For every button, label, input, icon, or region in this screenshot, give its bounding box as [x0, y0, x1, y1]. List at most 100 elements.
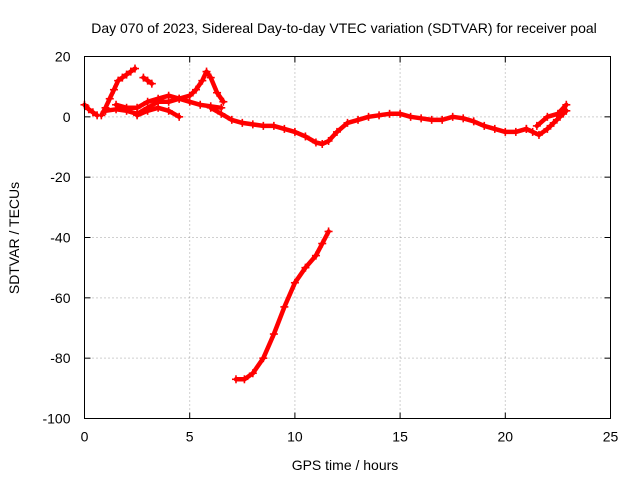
data-point: [324, 227, 333, 236]
data-point: [126, 67, 135, 76]
data-point: [147, 79, 156, 88]
data-point: [290, 127, 299, 136]
data-point: [438, 115, 447, 124]
data-point: [143, 97, 152, 106]
x-tick-label: 5: [186, 429, 194, 445]
data-point: [196, 100, 205, 109]
y-tick-label: 20: [55, 49, 71, 65]
data-point: [206, 102, 215, 111]
y-axis-label: SDTVAR / TECUs: [6, 182, 22, 294]
data-point: [549, 118, 558, 127]
data-point: [248, 369, 257, 378]
y-tick-label: 0: [63, 109, 71, 125]
data-point: [101, 106, 110, 115]
data-point: [417, 114, 426, 123]
x-tick-label: 15: [392, 429, 408, 445]
data-point: [88, 108, 97, 117]
series-trace: [82, 102, 100, 118]
chart-title: Day 070 of 2023, Sidereal Day-to-day VTE…: [91, 20, 597, 36]
data-point: [130, 64, 139, 73]
y-tick-label: -60: [50, 290, 70, 306]
data-point: [259, 354, 268, 363]
data-point: [231, 375, 240, 384]
data-point: [213, 88, 222, 97]
data-point: [343, 118, 352, 127]
series-trace: [233, 229, 331, 382]
data-point: [427, 115, 436, 124]
data-point: [175, 94, 184, 103]
data-point: [269, 121, 278, 130]
data-point: [448, 112, 457, 121]
data-point: [311, 251, 320, 260]
x-tick-label: 10: [287, 429, 303, 445]
data-point: [459, 114, 468, 123]
data-point: [480, 121, 489, 130]
data-point: [490, 124, 499, 133]
data-point: [154, 94, 163, 103]
data-point: [192, 85, 201, 94]
data-point: [84, 105, 93, 114]
data-point: [97, 111, 106, 120]
data-point: [532, 121, 541, 130]
data-point: [280, 124, 289, 133]
data-point: [396, 109, 405, 118]
data-point: [259, 121, 268, 130]
data-point: [280, 302, 289, 311]
data-point: [522, 124, 531, 133]
data-point: [109, 85, 118, 94]
y-tick-label: -40: [50, 230, 70, 246]
data-point: [269, 330, 278, 339]
data-point: [114, 76, 123, 85]
x-tick-label: 0: [81, 429, 89, 445]
data-point: [143, 76, 152, 85]
data-point: [528, 127, 537, 136]
x-axis-label: GPS time / hours: [292, 457, 399, 473]
data-point: [248, 120, 257, 129]
x-tick-label: 25: [603, 429, 619, 445]
data-point: [185, 97, 194, 106]
data-layer: [80, 64, 571, 384]
data-point: [354, 115, 363, 124]
data-point: [311, 138, 320, 147]
data-point: [164, 91, 173, 100]
data-point: [198, 76, 207, 85]
data-point: [139, 73, 148, 82]
data-point: [175, 112, 184, 121]
data-point: [143, 106, 152, 115]
data-point: [206, 73, 215, 82]
data-point: [227, 115, 236, 124]
y-tick-label: -20: [50, 169, 70, 185]
x-tick-label: 20: [498, 429, 514, 445]
data-point: [164, 106, 173, 115]
data-point: [543, 124, 552, 133]
data-point: [122, 70, 131, 79]
data-point: [240, 375, 249, 384]
data-point: [534, 130, 543, 139]
data-point: [553, 109, 562, 118]
data-point: [543, 112, 552, 121]
data-point: [375, 111, 384, 120]
data-point: [133, 111, 142, 120]
data-point: [154, 103, 163, 112]
data-point: [112, 100, 121, 109]
data-point: [238, 118, 247, 127]
data-point: [118, 73, 127, 82]
data-point: [318, 139, 327, 148]
data-point: [290, 278, 299, 287]
data-point: [318, 239, 327, 248]
data-point: [562, 100, 571, 109]
data-point: [202, 67, 211, 76]
data-point: [301, 132, 310, 141]
data-point: [301, 263, 310, 272]
data-point: [406, 112, 415, 121]
data-point: [385, 109, 394, 118]
axis-ticks: 0 5 10 15 20 25 -100 -80 -60 -40 -20 0 20: [42, 49, 618, 445]
data-point: [219, 97, 228, 106]
data-point: [122, 103, 131, 112]
data-point: [364, 112, 373, 121]
data-point: [469, 117, 478, 126]
data-point: [133, 103, 142, 112]
data-point: [511, 127, 520, 136]
data-point: [324, 136, 333, 145]
